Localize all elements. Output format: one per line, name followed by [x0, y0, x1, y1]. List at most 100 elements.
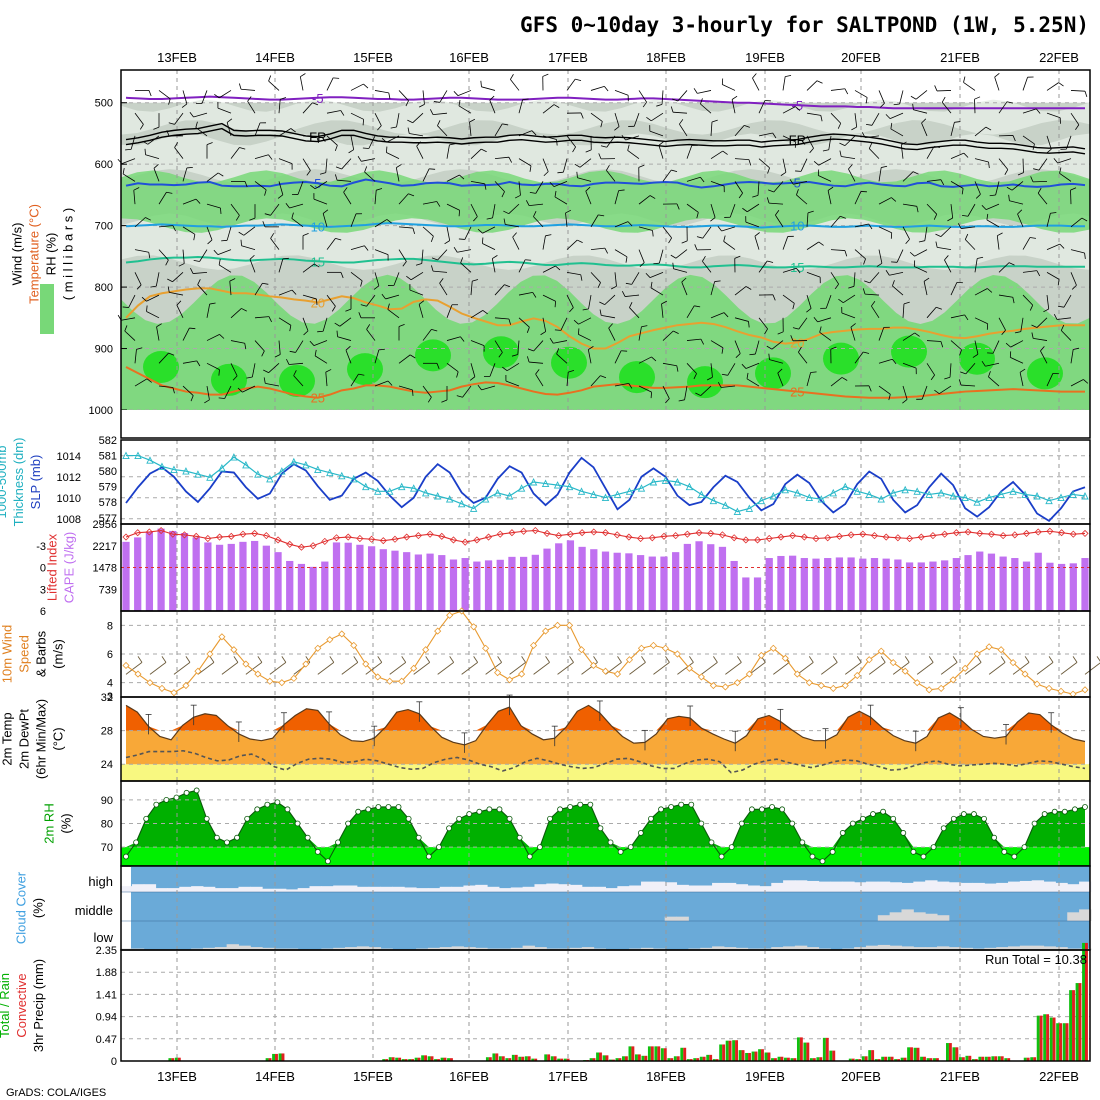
wind-barb — [585, 190, 592, 205]
surface-wind-barb — [509, 661, 526, 675]
cloud-cell-high — [972, 882, 985, 892]
precip-total-bar — [622, 1056, 625, 1061]
li-point — [590, 528, 598, 536]
wind-barb-flag — [912, 171, 919, 175]
wind-barb — [590, 375, 601, 387]
li-point — [789, 532, 797, 540]
wind-barb-flag — [1036, 108, 1041, 114]
wind-barb-flag — [954, 121, 961, 123]
wind-barb-flag — [381, 137, 387, 143]
wind-barb-flag — [862, 288, 866, 295]
wind-barb-flag — [742, 207, 748, 213]
precip-convective-bar — [1085, 942, 1088, 1061]
precip-convective-bar — [514, 1054, 518, 1061]
wind-barb — [374, 349, 380, 364]
wind-barb — [606, 170, 616, 182]
wind-barb-flag — [345, 345, 351, 351]
surface-wind-barb-flag — [257, 656, 263, 663]
precip-convective-bar — [819, 1057, 823, 1061]
wind-barb-flag — [1004, 169, 1009, 175]
isotherm-line — [125, 95, 1085, 110]
slp-panel: 57757857958058158210081010101210141000-5… — [0, 435, 1090, 526]
wind-barb-flag — [748, 321, 750, 328]
surface-wind-barb — [533, 661, 550, 675]
wind-barb-flag — [838, 298, 844, 304]
cloud-cell-high — [806, 880, 820, 892]
wind-barb-flag — [868, 223, 873, 230]
wind-barb — [313, 198, 328, 205]
wind-barb — [830, 272, 839, 285]
wind-barb — [614, 221, 629, 228]
wind-barb-flag — [795, 106, 801, 111]
wind-barb-flag — [407, 127, 410, 134]
wind-barb — [182, 90, 188, 105]
cloud-cell-high — [179, 886, 192, 892]
wind-barb-flag — [1058, 82, 1064, 87]
wind-barb — [433, 112, 448, 116]
cloud-cell-high — [1031, 880, 1045, 892]
thickness-point — [1021, 490, 1029, 498]
wind-barb — [517, 340, 520, 355]
wind-barb-flag — [599, 309, 602, 316]
wind-barb — [326, 294, 336, 307]
wind-barb — [871, 112, 880, 126]
wind-barb-flag — [232, 375, 238, 381]
date-label-top: 20FEB — [841, 50, 881, 65]
wind-barb — [967, 203, 976, 217]
wind-barb — [230, 147, 240, 159]
wind-barb — [723, 241, 736, 250]
rh-point — [203, 815, 210, 822]
surface-wind-barb — [149, 661, 167, 675]
precip-total-bar — [958, 1057, 962, 1061]
wind-barb-flag — [1006, 186, 1013, 191]
cape-bar — [1081, 558, 1089, 611]
wind-barb — [1033, 337, 1048, 341]
precip-total-bar — [946, 1043, 949, 1061]
wind-barb — [289, 362, 304, 365]
surface-wind-barb — [797, 661, 814, 675]
thickness-point — [637, 484, 646, 492]
cape-bar — [730, 560, 738, 611]
surface-wind-barb-flag — [617, 656, 622, 663]
surface-wind-barb-flag — [209, 656, 215, 663]
wind-barb — [124, 330, 136, 341]
wind-barb-flag — [557, 171, 564, 174]
cloud-cell-high — [676, 884, 689, 892]
cape-bar — [672, 552, 680, 611]
wind-barb — [494, 317, 509, 320]
cape-bar — [683, 543, 691, 611]
wind-barb — [230, 203, 240, 216]
wind-barb — [386, 135, 400, 143]
wind-barb — [364, 171, 376, 182]
rh-point — [213, 834, 220, 841]
wind-barb — [350, 272, 363, 282]
wind-speed-point — [446, 611, 454, 619]
wind-barb — [505, 224, 520, 228]
wind-barb — [542, 265, 556, 273]
precip-total-bar — [395, 1057, 399, 1061]
li-point — [403, 533, 411, 541]
surface-wind-barb-flag — [545, 656, 550, 663]
wind-barb-flag — [139, 124, 144, 130]
precip-convective-bar — [398, 1057, 402, 1061]
cloud-cell-high — [214, 888, 228, 892]
wind-barb — [270, 238, 280, 250]
surface-wind-barb-flag — [497, 656, 502, 663]
wind-barb — [806, 372, 812, 387]
wind-barb-flag — [598, 214, 605, 217]
wind-barb — [782, 294, 795, 304]
axis-tick-wind: 8 — [107, 620, 113, 632]
wind-barb-flag — [871, 300, 876, 307]
axis-tick-precip: 0 — [111, 1056, 117, 1068]
precip-total-bar — [680, 1047, 684, 1061]
wind-barb — [994, 76, 1000, 91]
cape-bar — [578, 546, 586, 611]
rh-point — [779, 806, 786, 813]
surface-wind-barb-flag — [808, 656, 814, 663]
wind-barb-flag — [816, 80, 823, 84]
wind-barb — [798, 352, 808, 364]
date-label-bottom: 15FEB — [353, 1069, 393, 1084]
top-date-axis: 13FEB 14FEB 15FEB 16FEB 17FEB 18FEB 19FEB 20FEB… — [157, 50, 1079, 65]
wind-barb — [146, 311, 160, 319]
